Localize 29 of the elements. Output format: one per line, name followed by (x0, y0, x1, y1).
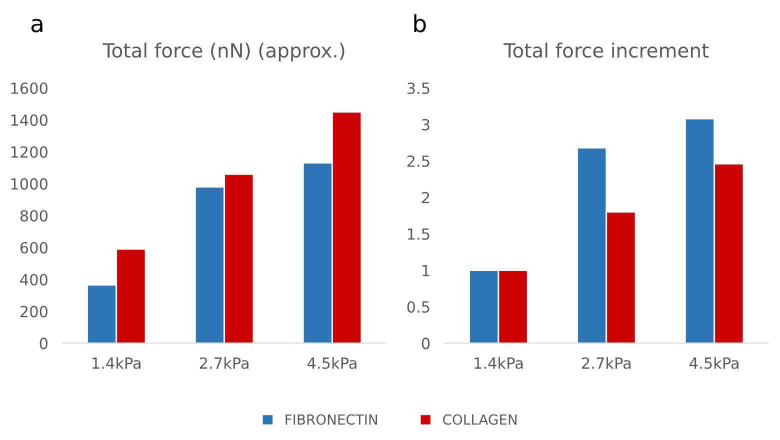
legend-label: FIBRONECTIN (286, 414, 378, 425)
y-tick-label: 3 (422, 118, 430, 130)
y-tick-label: 1400 (11, 114, 48, 126)
y-tick-label: 400 (20, 274, 48, 286)
x-tick-label: 2.7kPa (200, 357, 248, 369)
y-tick-label: 200 (20, 306, 48, 318)
y-tick-label: 1200 (11, 146, 48, 158)
x-tick-label: 4.5kPa (307, 357, 356, 369)
x-tick-label: 1.4kPa (92, 357, 140, 369)
x-tick-label: 4.5kPa (690, 357, 738, 369)
y-tick-label: 0 (40, 338, 48, 350)
y-tick-label: 2.5 (407, 155, 430, 167)
y-tick-label: 1.5 (408, 228, 430, 240)
legend-label: COLLAGEN (443, 414, 517, 425)
chart-title: Total force increment (504, 42, 709, 58)
y-tick-label: 3.5 (407, 82, 430, 94)
text: a (31, 18, 42, 32)
y-tick-label: 1000 (11, 178, 48, 190)
y-tick-label: 600 (20, 242, 48, 254)
y-tick-label: 1600 (11, 82, 48, 94)
text: b (414, 14, 426, 32)
x-tick-label: 1.4kPa (474, 357, 523, 369)
y-tick-label: 800 (20, 210, 48, 222)
x-tick-label: 2.7kPa (582, 357, 631, 369)
y-tick-label: 2 (422, 192, 430, 204)
y-tick-label: 0.5 (407, 301, 430, 313)
y-tick-label: 1 (422, 264, 430, 276)
y-tick-label: 0 (422, 338, 430, 350)
chart-title: Total force (nN) (approx.) (102, 42, 344, 62)
